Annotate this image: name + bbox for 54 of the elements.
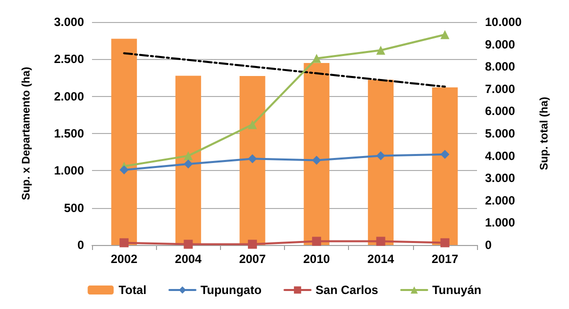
- point: [248, 120, 257, 130]
- point: [376, 46, 386, 55]
- bar: [432, 87, 458, 245]
- legend-label: Tupungato: [200, 283, 262, 297]
- y2-tick-label: 7.000: [485, 82, 516, 96]
- point: [376, 151, 386, 160]
- point: [440, 150, 450, 159]
- y2-tick-label: 4.000: [485, 148, 516, 163]
- x-tick-label: 2004: [174, 252, 202, 266]
- legend-label: Tunuyán: [432, 283, 482, 297]
- y2-tick-label: 6.000: [485, 104, 516, 118]
- x-tick-label: 2007: [239, 252, 266, 266]
- y-tick-label: 2.000: [54, 89, 84, 104]
- y2-tick-label: 0: [485, 238, 492, 252]
- x-tick-label: 2014: [367, 252, 394, 266]
- y-tick-label: 1.500: [54, 126, 84, 140]
- x-tick-label: 2002: [110, 252, 138, 266]
- y-axis-title: Sup. x Departamento (ha): [20, 66, 32, 200]
- point: [120, 238, 129, 248]
- bar: [175, 76, 202, 245]
- bar: [304, 63, 330, 245]
- point: [440, 238, 450, 248]
- point: [312, 156, 322, 165]
- y2-tick-label: 9.000: [485, 37, 516, 52]
- point: [440, 30, 450, 40]
- y2-tick-label: 5.000: [485, 126, 516, 140]
- x-tick-label: 2017: [432, 252, 459, 266]
- point: [184, 159, 193, 168]
- point: [120, 165, 129, 174]
- y2-tick-label: 1.000: [485, 216, 516, 230]
- y-tick-label: 1.000: [54, 164, 84, 178]
- x-tick-label: 2010: [303, 252, 330, 266]
- legend-label: Total: [118, 283, 146, 297]
- y-tick-label: 2.500: [54, 52, 84, 66]
- bar: [240, 76, 266, 245]
- point: [184, 151, 193, 160]
- point: [312, 54, 322, 63]
- bar: [111, 38, 137, 245]
- y-tick-label: 3.000: [54, 15, 84, 29]
- point: [376, 236, 386, 246]
- point: [184, 240, 193, 249]
- y2-tick-label: 10.000: [485, 15, 522, 29]
- y-tick-label: 500: [64, 200, 84, 215]
- y2-axis-title: Sup. total (ha): [538, 96, 550, 170]
- line-series: [123, 52, 446, 88]
- point: [312, 236, 322, 246]
- point: [248, 240, 257, 249]
- y2-tick-label: 8.000: [485, 60, 516, 74]
- point: [248, 154, 257, 164]
- legend-label: San Carlos: [316, 283, 379, 297]
- y2-tick-label: 3.000: [485, 171, 516, 186]
- y-tick-label: 0: [77, 238, 84, 252]
- y2-tick-label: 2.000: [485, 193, 516, 208]
- bar: [368, 80, 394, 245]
